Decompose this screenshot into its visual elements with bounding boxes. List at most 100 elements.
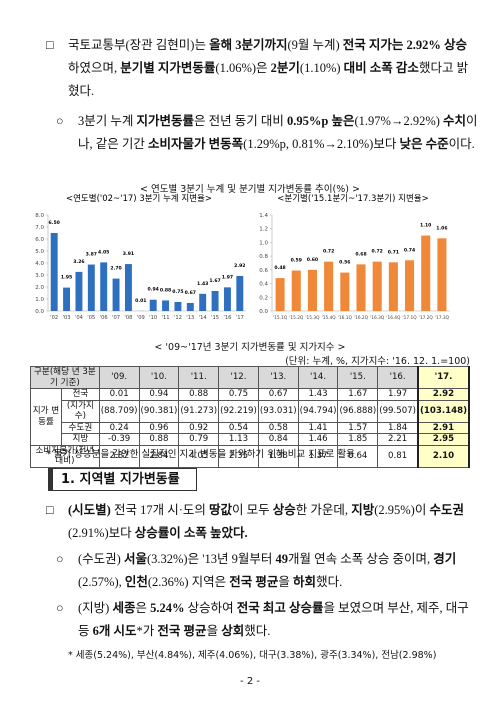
header-cell: '11.: [178, 366, 220, 389]
value-label: 0.74: [404, 247, 415, 253]
x-tick-label: '15.1Q: [273, 315, 288, 321]
y-tick-label: 7.0: [35, 225, 44, 231]
cell: 0.94: [138, 388, 180, 401]
text-run: (1.29%p, 0.81%→2.10%)보다: [243, 137, 400, 151]
row-label: 수도권: [61, 421, 100, 434]
x-tick-label: '16: [223, 315, 231, 321]
x-tick-label: '11: [162, 315, 170, 321]
value-label: 3.91: [123, 251, 134, 257]
value-label: 0.88: [160, 287, 171, 293]
x-tick-label: '16.3Q: [370, 315, 385, 321]
text-run: 한 가운데,: [295, 503, 352, 517]
text-run: 했다고 밝혔다.: [68, 61, 469, 98]
table-row: 수도권 0.24 0.96 0.92 0.54 0.58 1.41 1.57 1.84 2.91: [31, 421, 470, 434]
x-tick-label: '09: [137, 315, 145, 321]
text-run: 이다.: [448, 137, 475, 151]
x-tick-label: '17.2Q: [419, 315, 434, 321]
cell: 1.13: [218, 433, 259, 446]
text-run: (수도권): [78, 552, 124, 566]
bar: [112, 278, 120, 311]
cell: 0.01: [98, 388, 140, 401]
x-tick-label: '07: [112, 315, 120, 321]
text-run: 전국 17개 시·도의: [110, 503, 209, 517]
cell: 0.64: [337, 444, 379, 468]
bold-run: 지방: [351, 503, 375, 517]
value-label: 0.94: [148, 287, 159, 293]
value-label: 1.97: [222, 274, 233, 280]
text-run: (2.36%) 지역은: [147, 575, 230, 589]
marker: ○: [56, 552, 64, 566]
value-label: 1.06: [436, 225, 447, 231]
cell: 0.84: [257, 433, 299, 446]
y-tick-label: 1.2: [259, 227, 268, 233]
bar: [275, 278, 285, 311]
value-label: 1.10: [420, 223, 431, 229]
cell: (88.709): [98, 399, 140, 423]
value-label: 0.60: [307, 257, 318, 263]
value-label: 0.48: [274, 265, 285, 271]
text-run: 상승하여: [184, 601, 237, 615]
x-tick-label: '17: [236, 315, 244, 321]
y-tick-label: 2.0: [35, 285, 44, 291]
x-tick-label: '08: [124, 315, 132, 321]
cell: (90.381): [138, 399, 180, 423]
value-label: 3.87: [86, 252, 97, 258]
bold-run: 인천: [124, 575, 148, 589]
value-label: 6.50: [49, 220, 60, 226]
bar: [186, 302, 194, 311]
bold-run: 5.24%: [150, 601, 185, 615]
bold-run: 세종: [112, 601, 136, 615]
cell: 0.81: [377, 444, 419, 468]
text-run: (3.32%)은 '13년 9월부터: [146, 552, 276, 566]
x-tick-label: '16.4Q: [386, 315, 401, 321]
y-tick-label: 1.0: [35, 297, 44, 303]
chart-title: <연도별('02~'17) 3분기 누계 지변율>: [66, 193, 212, 204]
bold-run: 전국 평균: [229, 575, 279, 589]
y-tick-label: 5.0: [35, 249, 44, 255]
header-cell: 구분(해당 년 3분기 기준): [30, 366, 100, 389]
cell: (96.888): [337, 399, 379, 423]
chart: <연도별('02~'17) 3분기 누계 지변율> 0.0 1.0 2.0 3.0 4.0…: [35, 193, 246, 321]
cell: 2.21: [377, 433, 419, 446]
bar: [75, 271, 83, 311]
bold-run: 하회: [293, 575, 317, 589]
cell: 1.84: [377, 421, 419, 434]
section-heading: 1. 지역별 지가변동률: [48, 468, 197, 491]
header-cell: '12.: [218, 366, 259, 389]
y-tick-label: 3.0: [35, 273, 44, 279]
text-run: 을: [278, 575, 294, 589]
header-cell: '10.: [138, 366, 180, 389]
table-row: 구분(해당 년 3분기 기준) '09. '10. '11. '12. '13. '14. '…: [30, 366, 470, 389]
table-row: 지방 -0.39 0.88 0.79 1.13 0.84 1.46 1.85 2.21 2.95: [31, 433, 470, 446]
cell: 1.57: [337, 421, 379, 434]
text-run: 국토교통부(장관 김현미)는: [68, 38, 210, 52]
table-row: 지가 변동률 전국 0.01 0.94 0.88 0.75 0.67 1.43 1.67 1.97…: [30, 388, 470, 446]
cell: 1.43: [297, 388, 339, 401]
text-run: 을 보였으며 부산, 제주, 대구 등: [78, 601, 469, 638]
bar: [199, 293, 207, 311]
bold-run: 2분기: [270, 61, 300, 75]
bar: [174, 302, 182, 311]
bold-run: 0.95%p 높은: [287, 114, 355, 128]
chart-title: <분기별('15.1분기~'17.3분기) 지변율>: [277, 193, 428, 204]
cell: 2.10: [417, 444, 470, 468]
x-tick-label: '17.1Q: [402, 315, 417, 321]
bold-run: 전국 최고 상승률: [236, 601, 324, 615]
bar: [87, 264, 95, 311]
figure-title: < 연도별 3분기 누계 및 분기별 지가변동률 추이(%) >: [140, 184, 360, 195]
value-label: 1.67: [209, 278, 220, 284]
y-tick-label: 0.8: [259, 254, 268, 260]
cell: 0.58: [257, 421, 299, 434]
text-run: 하였으며,: [68, 61, 121, 75]
bar: [223, 287, 231, 311]
cell: 2.91: [417, 421, 470, 434]
x-tick-label: '15.4Q: [322, 315, 337, 321]
row-label: 지방: [61, 433, 100, 446]
bar: [211, 290, 219, 311]
cell: 0.75: [218, 388, 259, 401]
bar: [162, 300, 170, 311]
row-label: (지가지수): [61, 399, 100, 423]
bold-run: 수도권: [429, 503, 464, 517]
header-cell: '16.: [377, 366, 419, 389]
